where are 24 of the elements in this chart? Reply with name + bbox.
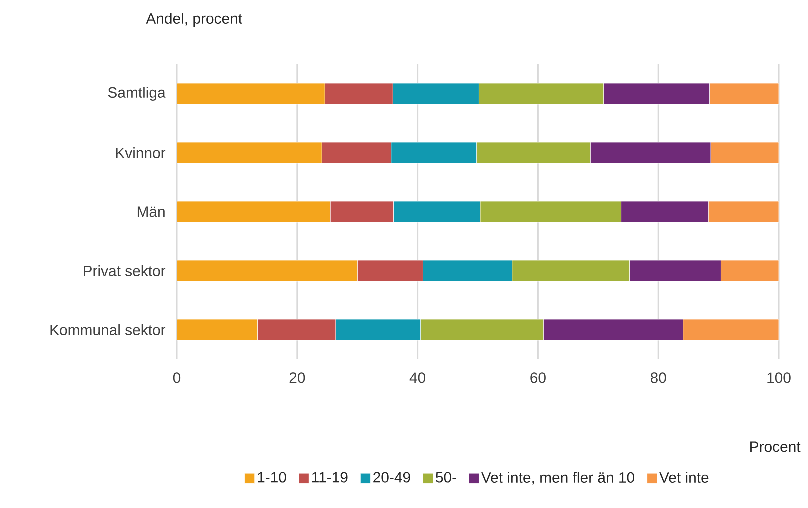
x-tick-label: 40: [410, 372, 426, 384]
x-axis-title: Procent: [750, 442, 801, 452]
x-tick-label: 60: [530, 372, 546, 384]
legend-label: 1-10: [258, 472, 286, 483]
x-tick-label: 20: [290, 372, 306, 384]
legend-label: 11-19: [312, 472, 348, 483]
x-tick-label: 0: [173, 372, 181, 384]
y-tick-label: Kommunal sektor: [50, 324, 166, 336]
bar: [177, 83, 326, 105]
y-tick-label: Kvinnor: [116, 148, 166, 158]
legend-label: Vet inte, men fler än 10: [481, 472, 634, 485]
bar: [177, 201, 331, 223]
x-tick-label: 100: [768, 372, 791, 384]
chart-title: Andel, procent: [146, 13, 242, 27]
y-tick-label: Samtliga: [108, 87, 166, 101]
bar: [177, 260, 358, 282]
legend-label: Vet inte: [660, 472, 709, 484]
y-tick-label: Män: [138, 206, 165, 218]
bar: [177, 142, 322, 164]
x-tick-label: 80: [650, 372, 666, 384]
legend-label: 50-: [436, 472, 456, 483]
legend-label: 20-49: [374, 472, 410, 483]
y-tick-label: Privat sektor: [84, 266, 166, 276]
bar: [177, 319, 258, 341]
